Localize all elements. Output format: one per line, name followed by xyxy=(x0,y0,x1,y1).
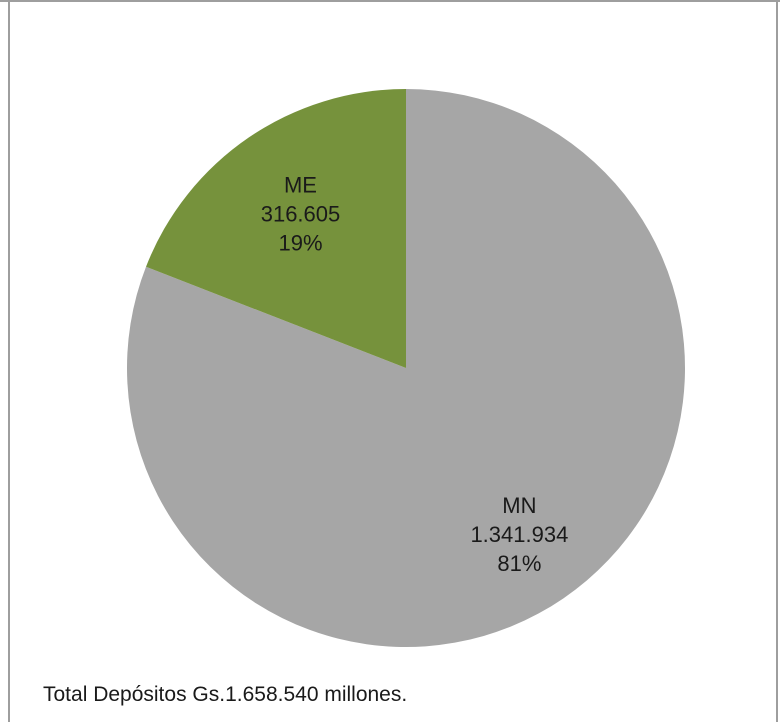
pie-label-value-mn: 1.341.934 xyxy=(470,522,568,547)
pie-label-name-mn: MN xyxy=(502,493,536,518)
pie-label-name-me: ME xyxy=(284,173,317,198)
chart-frame-left xyxy=(8,0,10,722)
pie-slices xyxy=(126,89,685,648)
pie-label-percent-me: 19% xyxy=(278,231,322,256)
pie-slice-me xyxy=(146,89,406,368)
pie-slice-mn xyxy=(126,89,685,648)
pie-label-value-me: 316.605 xyxy=(261,202,341,227)
pie-labels: MN 1.341.934 81% ME 316.605 19% xyxy=(261,173,569,576)
chart-frame-top xyxy=(0,0,780,2)
chart-footnote: Total Depósitos Gs.1.658.540 millones. xyxy=(43,683,408,706)
pie-label-percent-mn: 81% xyxy=(497,551,541,576)
chart-frame-right xyxy=(776,0,778,722)
